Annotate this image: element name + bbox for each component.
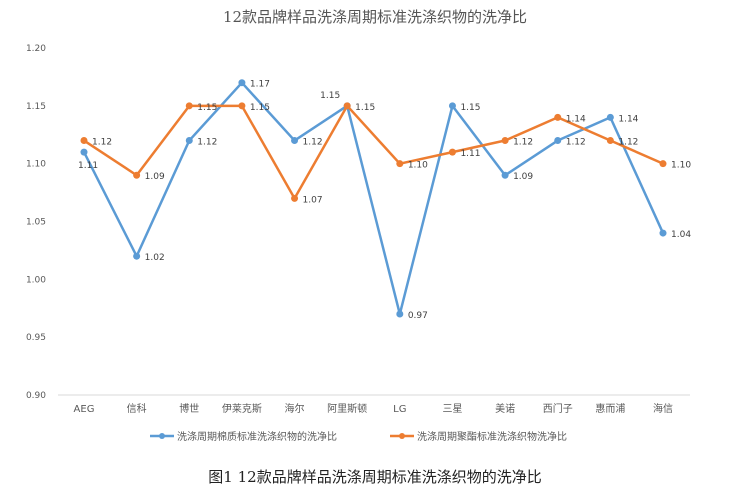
data-point: [343, 102, 351, 110]
data-label: 1.15: [197, 103, 217, 113]
data-point: [448, 148, 456, 156]
data-label: 0.97: [408, 311, 428, 321]
data-point: [659, 160, 667, 168]
data-label: 1.12: [92, 138, 112, 148]
x-tick-label: 惠而浦: [595, 402, 625, 415]
data-point: [291, 137, 299, 145]
data-label: 1.14: [618, 114, 638, 124]
x-tick-label: 信科: [127, 402, 147, 415]
data-label: 1.15: [250, 103, 270, 113]
data-label: 1.15: [460, 103, 480, 113]
y-tick-label: 1.15: [26, 102, 46, 112]
x-tick-label: 海尔: [285, 402, 305, 415]
data-label: 1.12: [303, 138, 323, 148]
series-line-1: [82, 81, 665, 316]
data-point: [133, 252, 141, 260]
series-line-2: [83, 104, 664, 200]
x-tick-label: 博世: [179, 402, 199, 415]
data-point: [448, 102, 456, 110]
y-tick-label: 0.95: [26, 333, 46, 343]
x-tick-label: 阿里斯顿: [327, 402, 367, 415]
data-point: [554, 137, 562, 145]
y-tick-label: 0.90: [26, 391, 46, 401]
data-point: [185, 102, 193, 110]
data-label: 1.12: [566, 138, 586, 148]
figure-caption: 图1 12款品牌样品洗涤周期标准洗涤织物的洗净比: [208, 468, 542, 486]
x-tick-label: AEG: [74, 404, 95, 415]
data-label: 1.17: [250, 80, 270, 90]
data-label: 1.15: [355, 103, 375, 113]
data-label: 1.11: [78, 161, 98, 171]
data-label: 1.12: [618, 138, 638, 148]
legend-marker: [399, 433, 405, 439]
x-tick-label: 伊莱克斯: [222, 402, 262, 415]
data-label: 1.02: [145, 253, 165, 263]
data-label: 1.11: [460, 149, 480, 159]
x-tick-label: 美诺: [495, 402, 515, 415]
data-label: 1.04: [671, 230, 691, 240]
x-tick-label: 海信: [653, 402, 673, 415]
data-point: [554, 113, 562, 121]
data-point: [80, 137, 88, 145]
data-label: 1.14: [566, 114, 586, 124]
legend-marker: [159, 433, 165, 439]
data-point: [238, 102, 246, 110]
data-point: [606, 113, 614, 121]
data-point: [501, 137, 509, 145]
y-tick-label: 1.00: [26, 275, 46, 285]
data-point: [396, 310, 404, 318]
data-label: 1.12: [197, 138, 217, 148]
x-tick-label: 西门子: [543, 402, 573, 415]
legend-label: 洗涤周期聚酯标准洗涤织物洗净比: [417, 430, 567, 443]
data-label: 1.07: [303, 195, 323, 205]
data-point: [80, 148, 88, 156]
y-tick-label: 1.05: [26, 218, 46, 228]
chart-title: 12款品牌样品洗涤周期标准洗涤织物的洗净比: [222, 8, 528, 26]
y-tick-label: 1.10: [26, 160, 46, 170]
data-label: 1.10: [408, 161, 428, 171]
data-point: [238, 79, 246, 87]
data-point: [291, 194, 299, 202]
data-point: [501, 171, 509, 179]
data-point: [659, 229, 667, 237]
data-label: 1.09: [513, 172, 533, 182]
legend-label: 洗涤周期棉质标准洗涤织物的洗净比: [177, 430, 337, 443]
data-label: 1.10: [671, 161, 691, 171]
data-label: 1.09: [145, 172, 165, 182]
x-tick-label: LG: [393, 404, 406, 415]
data-point: [133, 171, 141, 179]
data-point: [606, 137, 614, 145]
data-point: [396, 160, 404, 168]
x-tick-label: 三星: [442, 403, 462, 415]
data-label: 1.15: [320, 91, 340, 101]
y-tick-label: 1.20: [26, 44, 46, 54]
data-label: 1.12: [513, 138, 533, 148]
data-point: [185, 137, 193, 145]
